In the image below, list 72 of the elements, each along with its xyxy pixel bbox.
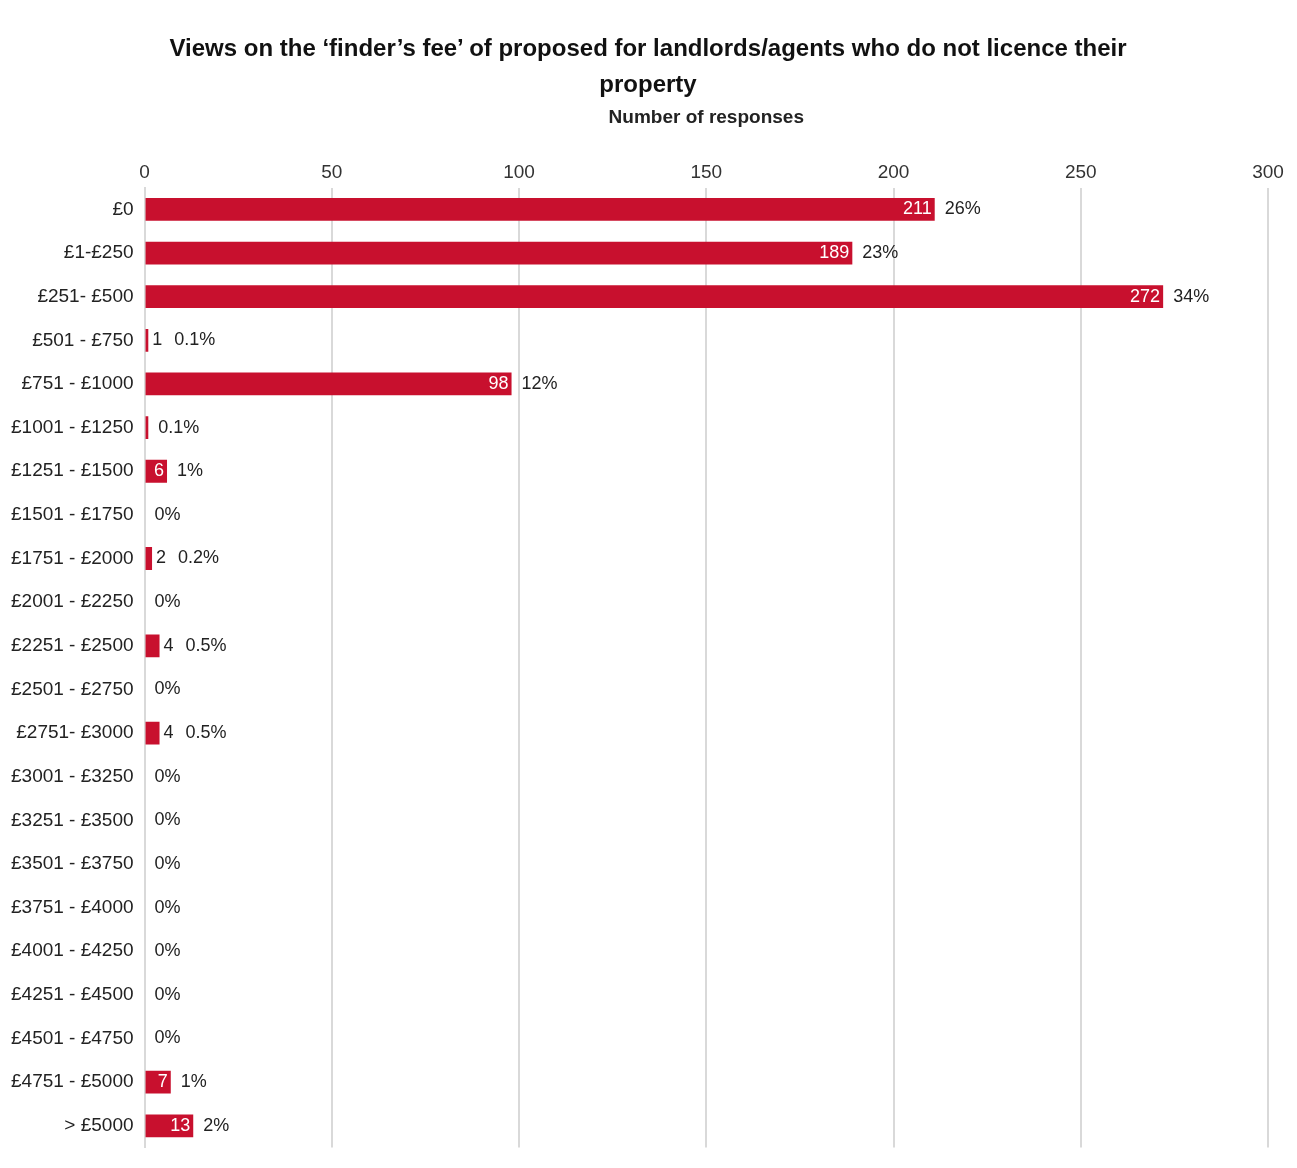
y-tick-label: £2501 - £2750: [10, 677, 134, 699]
y-tick-label: £1501 - £1750: [10, 503, 134, 525]
annotation: 0%: [154, 1027, 181, 1048]
annotation: 0%: [154, 591, 181, 612]
annotation: 0.1%: [174, 329, 216, 350]
data-label: 189: [819, 242, 850, 263]
annotation: 0%: [154, 983, 181, 1004]
bar: [145, 241, 853, 265]
y-tick-label: £2001 - £2250: [10, 590, 134, 612]
bar: [145, 198, 935, 221]
y-tick-label: £4751 - £5000: [10, 1070, 134, 1092]
annotation: 0.5%: [185, 722, 227, 743]
chart-title: Views on the ‘finder’s fee’ of proposed for landlords/agents who do not licence their property: [168, 33, 1128, 99]
data-label: 211: [903, 198, 932, 219]
y-tick-label: > £5000: [64, 1114, 134, 1136]
annotation: 1%: [180, 1071, 207, 1092]
data-label: 4: [163, 634, 174, 655]
x-tick-label: 300: [1252, 161, 1284, 183]
y-tick-label: £1001 - £1250: [10, 415, 134, 437]
annotation: 0%: [154, 809, 181, 830]
y-tick-label: £4251 - £4500: [10, 983, 134, 1005]
data-label: 1: [152, 329, 163, 350]
annotation: 0.1%: [158, 416, 200, 437]
data-label: 98: [488, 372, 509, 393]
y-tick-label: £251- £500: [37, 284, 134, 306]
y-tick-label: £4001 - £4250: [10, 939, 134, 961]
bar: [145, 721, 160, 745]
x-tick-label: 200: [877, 161, 910, 183]
annotation: 23%: [862, 242, 899, 263]
data-label: 4: [163, 722, 174, 743]
y-tick-label: £2251 - £2500: [10, 634, 134, 656]
data-label: 7: [157, 1071, 168, 1092]
annotation: 12%: [521, 372, 558, 393]
bar: [145, 372, 512, 396]
bar: [145, 547, 153, 570]
annotation: 0.5%: [185, 634, 227, 655]
y-tick-label: £1-£250: [63, 241, 134, 263]
data-label: 272: [1130, 285, 1161, 306]
annotation: 2%: [203, 1114, 230, 1135]
x-tick-label: 150: [690, 161, 723, 183]
y-tick-label: £501 - £750: [32, 328, 134, 350]
bar: [145, 634, 160, 658]
y-tick-label: £3251 - £3500: [10, 808, 134, 830]
annotation: 0%: [154, 940, 181, 961]
y-tick-label: £3501 - £3750: [10, 852, 134, 874]
x-tick-label: 50: [321, 161, 343, 183]
y-tick-label: £3751 - £4000: [10, 895, 134, 917]
x-tick-label: 0: [139, 161, 150, 183]
y-tick-label: £2751- £3000: [16, 721, 134, 743]
y-tick-label: £3001 - £3250: [10, 764, 134, 786]
data-label: 2: [156, 547, 167, 568]
annotation: 0.2%: [178, 547, 220, 568]
annotation: 34%: [1173, 285, 1210, 306]
annotation: 1%: [177, 460, 204, 481]
annotation: 0%: [154, 503, 181, 524]
y-tick-label: £1251 - £1500: [10, 459, 134, 481]
annotation: 0%: [154, 765, 181, 786]
annotation: 0%: [154, 852, 181, 873]
y-tick-label: £1751 - £2000: [10, 546, 134, 568]
data-label: 6: [154, 460, 165, 481]
data-label: 13: [170, 1114, 191, 1135]
x-axis-title: Number of responses: [608, 105, 804, 127]
bar: [145, 285, 1164, 309]
annotation: 0%: [154, 678, 181, 699]
y-tick-label: £4501 - £4750: [10, 1026, 134, 1048]
annotation: 0%: [154, 896, 181, 917]
y-tick-label: £751 - £1000: [21, 372, 134, 394]
annotation: 26%: [944, 198, 981, 219]
y-tick-label: £0: [112, 197, 134, 219]
x-tick-label: 250: [1064, 161, 1097, 183]
bar: [145, 1070, 171, 1094]
x-tick-label: 100: [503, 161, 535, 183]
